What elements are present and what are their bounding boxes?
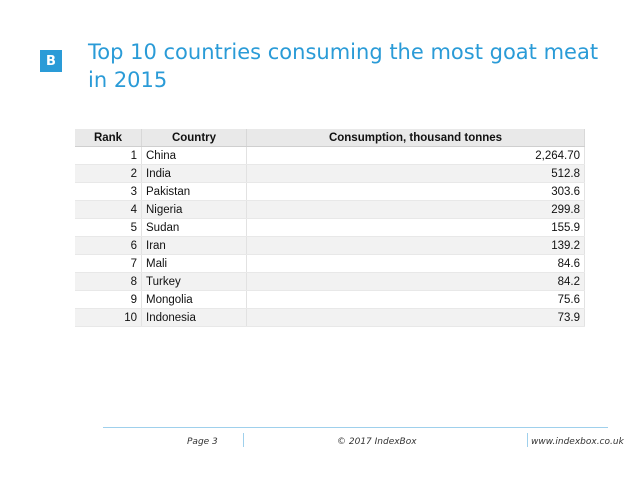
header-country: Country — [141, 129, 247, 147]
website-link[interactable]: www.indexbox.co.uk — [531, 437, 624, 447]
table-row: 3 Pakistan 303.6 — [75, 182, 585, 201]
footer-separator — [527, 433, 528, 447]
cell-country: Iran — [141, 236, 247, 255]
header-consumption: Consumption, thousand tonnes — [246, 129, 585, 147]
consumption-table: Rank Country Consumption, thousand tonne… — [75, 129, 585, 327]
table-row: 7 Mali 84.6 — [75, 254, 585, 273]
footer-separator — [243, 433, 244, 447]
cell-country: Turkey — [141, 272, 247, 291]
slide-title: Top 10 countries consuming the most goat… — [88, 40, 599, 92]
cell-country: India — [141, 164, 247, 183]
cell-consumption: 303.6 — [246, 182, 585, 201]
cell-consumption: 2,264.70 — [246, 146, 585, 165]
page-number: Page 3 — [187, 437, 218, 447]
cell-rank: 7 — [75, 254, 142, 273]
copyright-text: © 2017 IndexBox — [337, 437, 417, 447]
cell-consumption: 299.8 — [246, 200, 585, 219]
cell-consumption: 139.2 — [246, 236, 585, 255]
cell-country: Pakistan — [141, 182, 247, 201]
cell-country: Indonesia — [141, 308, 247, 327]
cell-country: Sudan — [141, 218, 247, 237]
cell-rank: 3 — [75, 182, 142, 201]
table-row: 9 Mongolia 75.6 — [75, 290, 585, 309]
cell-rank: 10 — [75, 308, 142, 327]
table-row: 10 Indonesia 73.9 — [75, 308, 585, 327]
footer-divider — [103, 427, 608, 428]
cell-consumption: 84.6 — [246, 254, 585, 273]
cell-consumption: 512.8 — [246, 164, 585, 183]
table-header-row: Rank Country Consumption, thousand tonne… — [75, 129, 585, 147]
cell-consumption: 75.6 — [246, 290, 585, 309]
brand-logo: B — [40, 50, 62, 72]
cell-rank: 1 — [75, 146, 142, 165]
cell-country: Mali — [141, 254, 247, 273]
cell-rank: 6 — [75, 236, 142, 255]
header-rank: Rank — [75, 129, 142, 147]
cell-rank: 4 — [75, 200, 142, 219]
table-row: 2 India 512.8 — [75, 164, 585, 183]
cell-country: Mongolia — [141, 290, 247, 309]
cell-rank: 5 — [75, 218, 142, 237]
cell-rank: 8 — [75, 272, 142, 291]
table-row: 8 Turkey 84.2 — [75, 272, 585, 291]
table-row: 5 Sudan 155.9 — [75, 218, 585, 237]
cell-country: China — [141, 146, 247, 165]
cell-consumption: 84.2 — [246, 272, 585, 291]
cell-consumption: 73.9 — [246, 308, 585, 327]
cell-rank: 9 — [75, 290, 142, 309]
table-row: 1 China 2,264.70 — [75, 146, 585, 165]
cell-rank: 2 — [75, 164, 142, 183]
table-row: 4 Nigeria 299.8 — [75, 200, 585, 219]
cell-country: Nigeria — [141, 200, 247, 219]
table-row: 6 Iran 139.2 — [75, 236, 585, 255]
cell-consumption: 155.9 — [246, 218, 585, 237]
